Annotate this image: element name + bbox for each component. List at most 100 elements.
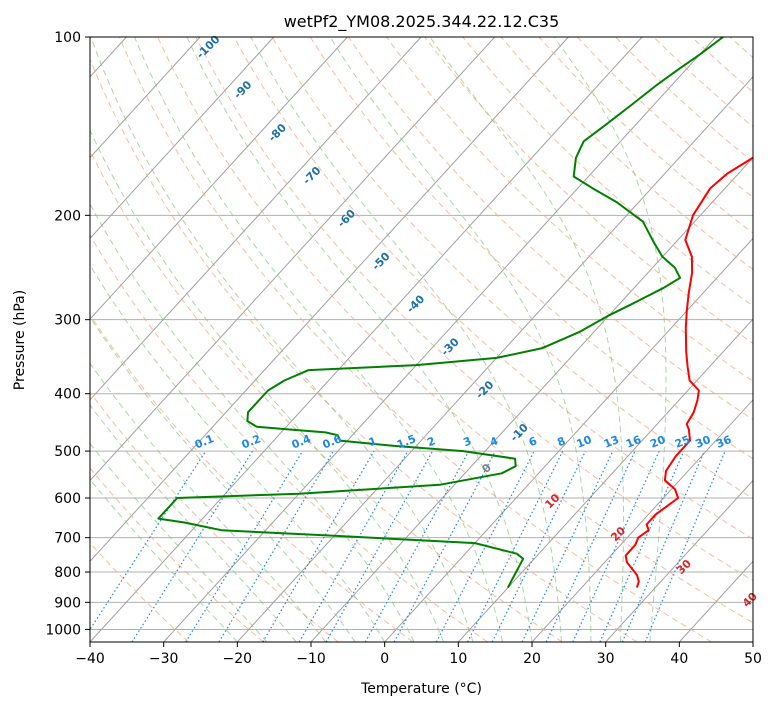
dry-adiabat-line [118, 37, 712, 642]
moist-adiabat-line [90, 316, 356, 642]
x-tick-label: −10 [296, 651, 326, 667]
y-tick-label: 400 [54, 387, 81, 403]
x-tick-label: 10 [449, 651, 467, 667]
dry-adiabat-label: 30 [674, 557, 694, 577]
isotherm-line [90, 37, 275, 240]
dry-adiabat-line [347, 37, 753, 421]
mixing-ratio-label: 25 [673, 433, 692, 451]
mixing-ratio-label: 6 [527, 434, 539, 449]
mixing-ratio-line [218, 450, 334, 642]
mixing-ratio-label: 20 [648, 433, 667, 451]
isotherm-line [236, 76, 753, 642]
temperature-profile-line [624, 156, 753, 588]
dry-adiabat-line [309, 37, 753, 460]
chart-line-labels: 0.1 0.2 0.4 0.6 1 1.5 2 3 4 6 8 10 13 16 20 25 30 36-100-… [193, 33, 760, 610]
dry-adiabat-label: -30 [439, 335, 462, 358]
x-tick-label: 20 [523, 651, 541, 667]
y-axis-label: Pressure (hPa) [12, 290, 28, 390]
chart-gridlines [90, 37, 753, 642]
mixing-ratio-label: 8 [555, 434, 567, 449]
moist-adiabat-line [90, 202, 415, 642]
mixing-ratio-line [262, 450, 375, 642]
mixing-ratio-label: 13 [602, 433, 621, 451]
chart-axes: −40 −30 −20 −10 0 10 20 30 40 5010020030040050060… [45, 30, 762, 667]
y-tick-label: 700 [54, 531, 81, 547]
y-tick-label: 500 [54, 444, 81, 460]
mixing-ratio-label: 36 [714, 433, 733, 451]
dry-adiabat-line [271, 37, 753, 500]
x-tick-label: −30 [149, 651, 179, 667]
x-tick-label: −20 [223, 651, 253, 667]
isotherm-line [163, 37, 717, 642]
chart-series [157, 37, 753, 589]
moist-adiabat-line [553, 37, 667, 642]
isotherm-line [752, 641, 753, 642]
mixing-ratio-line [545, 450, 636, 642]
isotherm-line [384, 237, 753, 642]
moist-adiabat-line [134, 37, 503, 642]
mixing-ratio-label: 3 [461, 434, 473, 449]
y-tick-label: 200 [54, 208, 81, 224]
dry-adiabat-line [653, 37, 753, 128]
isotherm-line [90, 37, 569, 563]
mixing-ratio-label: 0.4 [290, 432, 313, 451]
isotherm-line [90, 37, 348, 320]
mixing-ratio-line [599, 450, 685, 642]
mixing-ratio-line [364, 450, 470, 642]
dry-adiabat-line [90, 58, 638, 642]
mixing-ratio-label: 30 [693, 433, 712, 451]
mixing-ratio-line [644, 450, 726, 642]
dry-adiabat-line [615, 37, 753, 163]
isotherm-line [90, 37, 422, 401]
dry-adiabat-line [90, 467, 264, 642]
dry-adiabat-line [691, 37, 753, 93]
moist-adiabat-line [90, 404, 297, 642]
mixing-ratio-label: 0.2 [240, 432, 263, 451]
mixing-ratio-line [325, 450, 434, 642]
dry-adiabat-label: -50 [369, 249, 392, 272]
chart-background-lines [90, 37, 753, 642]
mixing-ratio-label: 0.1 [193, 432, 216, 451]
mixing-ratio-line [185, 450, 304, 642]
isotherm-line [90, 37, 201, 159]
dry-adiabat-line [729, 37, 753, 59]
dewpoint-profile-line [157, 37, 724, 589]
mixing-ratio-line [491, 450, 586, 642]
y-tick-label: 300 [54, 313, 81, 329]
moist-adiabat-line [90, 362, 327, 642]
dry-adiabat-line [90, 234, 488, 642]
mixing-ratio-line [90, 450, 207, 631]
x-tick-label: 40 [670, 651, 688, 667]
moist-adiabat-line [90, 128, 445, 642]
dry-adiabat-line [386, 37, 753, 382]
dry-adiabat-label: 20 [608, 524, 628, 544]
x-axis-label: Temperature (°C) [360, 681, 482, 697]
moist-adiabat-line [90, 264, 386, 642]
y-tick-label: 1000 [45, 622, 81, 638]
dry-adiabat-label: -90 [231, 78, 254, 101]
chart-title: wetPf2_YM08.2025.344.22.12.C35 [284, 12, 560, 32]
x-tick-label: 0 [380, 651, 389, 667]
dry-adiabat-label: -40 [404, 292, 427, 315]
mixing-ratio-line [521, 450, 614, 642]
dry-adiabat-line [90, 542, 190, 642]
dry-adiabat-label: 10 [542, 491, 562, 511]
moist-adiabat-line [329, 37, 592, 642]
moist-adiabat-line [186, 37, 533, 642]
dry-adiabat-label: -80 [266, 121, 289, 144]
dry-adiabat-line [233, 37, 753, 540]
dry-adiabat-label: 40 [740, 590, 760, 610]
mixing-ratio-line [572, 450, 660, 642]
moist-adiabat-line [429, 37, 624, 642]
y-tick-label: 600 [54, 491, 81, 507]
mixing-ratio-label: 2 [425, 434, 437, 449]
y-tick-label: 800 [54, 565, 81, 581]
mixing-ratio-line [131, 450, 254, 642]
mixing-ratio-line [621, 450, 705, 642]
x-tick-label: 50 [744, 651, 762, 667]
dry-adiabat-line [576, 37, 753, 198]
dry-adiabat-line [424, 37, 753, 344]
dry-adiabat-label: -60 [335, 207, 358, 230]
dry-adiabat-line [90, 391, 339, 642]
